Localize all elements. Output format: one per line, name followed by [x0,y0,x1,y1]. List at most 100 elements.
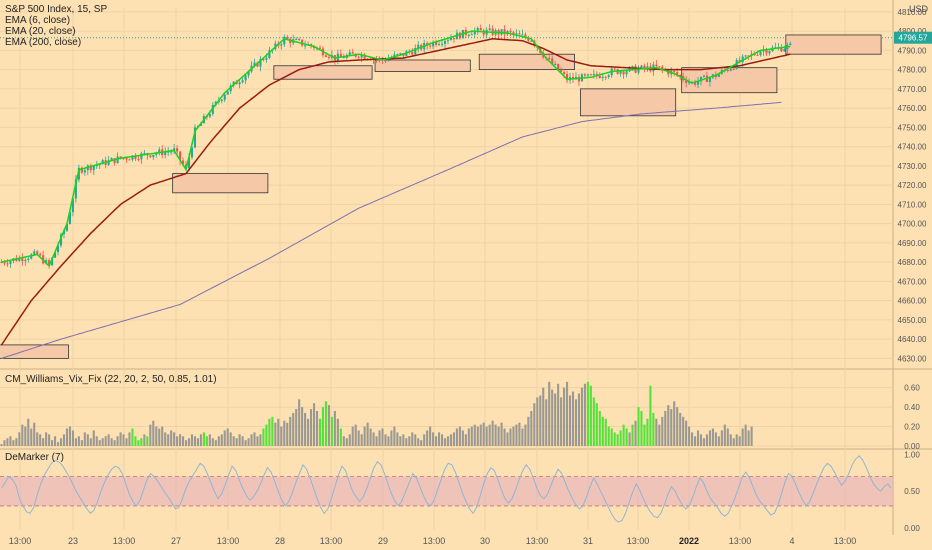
vix-bar [577,393,581,446]
vix-bar [113,440,116,446]
candle-body [179,151,182,161]
vix-pane-title[interactable]: CM_Williams_Vix_Fix (22, 20, 2, 50, 0.85… [5,374,217,385]
candle-body [318,47,322,49]
vix-bar [452,432,455,446]
vix-bar [598,411,601,446]
vix-bar [24,426,27,446]
candle-body [449,38,453,41]
vix-bar [643,424,646,446]
vix-bar [717,436,720,446]
vix-bar [521,428,524,446]
candle-body [193,127,197,148]
candle-body [190,147,194,158]
vix-bar [208,434,211,446]
candle-body [622,71,625,75]
candle-body [339,53,342,57]
candle-body [458,32,461,39]
vix-bar [646,418,649,446]
candle-body [92,166,95,171]
vix-bar [518,422,521,446]
vix-bar [137,440,140,446]
vix-bar [155,426,158,446]
candle-body [327,56,330,58]
vix-bar [95,436,98,446]
vix-bar [512,426,515,446]
candle-body [512,32,515,34]
vix-bar [402,434,405,446]
vix-bar [54,436,57,446]
candle-body [658,66,661,68]
demarker-band [0,476,893,506]
vix-bar [351,426,354,446]
vix-bar [143,434,146,446]
candle-body [80,167,83,173]
ema6-label[interactable]: EMA (6, close) [5,15,71,26]
symbol-title[interactable]: S&P 500 Index, 15, SP [5,4,108,15]
vix-bar [426,430,429,446]
vix-bar [214,440,217,446]
ema20-label[interactable]: EMA (20, close) [5,26,76,37]
candle-body [583,74,586,76]
vix-bar [217,436,220,446]
candle-body [244,75,247,81]
vix-bar [184,440,188,446]
vix-bar [390,430,393,446]
price-tick-label: 4680.00 [898,258,927,267]
vix-bar [375,436,378,446]
candle-body [18,257,21,261]
demarker-line [1,455,892,523]
demarker-pane-title[interactable]: DeMarker (7) [5,452,64,463]
vix-bar [146,436,149,446]
x-tick-label: 13:00 [113,536,136,546]
candle-body [768,51,771,54]
vix-bar [729,434,732,446]
supply-demand-zone [0,344,69,359]
vix-bar [688,426,691,446]
candle-body [595,73,598,76]
vix-bar [554,393,557,446]
vix-bar [268,418,271,446]
vix-bar [265,424,268,446]
candle-body [726,69,729,71]
x-tick-label: 30 [480,536,490,546]
vix-bar [571,391,575,446]
price-tick-label: 4730.00 [898,162,927,171]
vix-bar [83,432,86,446]
vix-bar [298,399,301,446]
demarker-tick-label: 0.50 [904,487,920,496]
currency-label: USD [908,4,928,14]
candle-body [765,49,768,54]
ema200-label[interactable]: EMA (200, close) [5,37,82,48]
candle-body [530,40,533,42]
vix-bar [381,428,384,446]
vix-bar [446,436,450,446]
vix-bar [12,440,15,446]
candle-body [9,260,12,265]
candle-body [399,53,402,55]
vix-bar [271,416,274,446]
candle-body [36,251,39,255]
candle-body [357,56,360,58]
vix-bar [80,440,83,446]
vix-bar [42,438,45,446]
candle-body [304,45,307,47]
vix-bar [21,424,24,446]
candle-body [3,262,6,264]
vix-bar [321,407,325,446]
vix-bar [515,424,518,446]
vix-bar [685,420,688,446]
vix-bar [435,436,438,446]
price-tick-label: 4650.00 [898,316,927,325]
candle-body [518,33,521,35]
supply-demand-zone [580,88,677,117]
vix-bar [705,434,709,446]
vix-bar [62,434,66,446]
vix-bar [405,438,408,446]
vix-bar [36,432,39,446]
vix-bar [357,430,360,446]
candle-body [152,154,155,158]
candle-body [708,77,711,83]
candle-body [694,82,697,85]
candle-body [184,164,188,168]
